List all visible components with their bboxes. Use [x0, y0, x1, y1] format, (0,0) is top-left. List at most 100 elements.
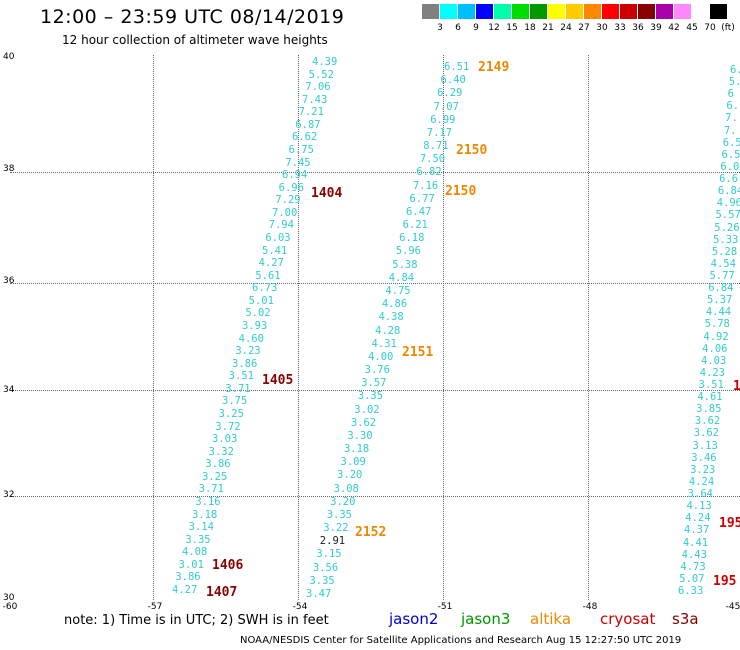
wave-height-value: 7.50 — [419, 153, 446, 166]
wave-height-value: 7.07 — [433, 100, 459, 113]
wave-height-value: 4.00 — [368, 350, 394, 363]
wave-height-value: 3.62 — [350, 416, 377, 429]
latitude-gridline — [10, 496, 740, 497]
pass-time-label: 195 — [713, 574, 737, 589]
legend-level-label: 30 — [596, 23, 608, 33]
wave-height-value: 6.84 — [717, 185, 740, 198]
wave-height-value: 3.32 — [208, 445, 234, 458]
wave-height-value: 3.35 — [326, 508, 352, 521]
wave-height-value: 4.41 — [682, 536, 709, 549]
wave-height-value: 6.96 — [278, 181, 304, 194]
wave-height-value: 7. — [725, 112, 738, 125]
wave-height-value: 7.45 — [285, 156, 311, 169]
wave-height-value: 6.82 — [416, 166, 442, 179]
wave-height-value: 4.24 — [688, 475, 715, 488]
wave-height-value: 5.28 — [711, 245, 738, 258]
wave-height-value: 4.24 — [685, 512, 711, 525]
wave-height-value: 2.91 — [319, 535, 346, 548]
wave-height-value: 4.73 — [680, 560, 706, 573]
wave-height-value: 7.21 — [298, 106, 324, 119]
wave-height-value: 3.15 — [316, 548, 342, 561]
latitude-label: 32 — [3, 490, 15, 500]
wave-height-value: 3.72 — [215, 420, 241, 433]
wave-height-value: 3.23 — [690, 463, 716, 476]
wave-height-value: 4.38 — [378, 311, 404, 324]
wave-height-value: 3.09 — [340, 456, 366, 469]
pass-time-label: 195 — [719, 516, 740, 531]
wave-height-value: 3.13 — [692, 439, 718, 452]
legend-level-label: 70 — [704, 23, 716, 33]
wave-height-value: 3.23 — [235, 345, 261, 358]
legend-swatch — [692, 4, 709, 19]
legend-swatch — [674, 4, 691, 19]
wave-height-value: 6.0 — [720, 160, 740, 173]
wave-height-value: 6.77 — [409, 192, 435, 205]
pass-time-label: 1405 — [262, 373, 294, 388]
legend-level-label: 18 — [524, 23, 536, 33]
wave-height-value: 6.33 — [678, 585, 704, 597]
wave-height-value: 3.35 — [185, 533, 211, 546]
pass-time-label: 2150 — [445, 184, 477, 199]
map-frame: 4.39 5.52 7.06 7.43 7.21 6.87 6.62 6.75 7.45 6.94… — [10, 55, 740, 600]
wave-height-value: 4.60 — [238, 332, 264, 345]
legend-level-label: 9 — [473, 23, 479, 33]
wave-height-value: 3.03 — [212, 433, 238, 446]
wave-height-value: 4.03 — [700, 354, 727, 367]
wave-height-value: 3.71 — [198, 483, 224, 496]
legend-level-label: 24 — [560, 23, 572, 33]
wave-height-value: 5.01 — [248, 294, 274, 307]
wave-height-value: 3.86 — [232, 357, 258, 370]
legend-level-label: 6 — [455, 23, 461, 33]
wave-height-value: 3.08 — [333, 482, 359, 495]
latitude-label: 38 — [3, 164, 15, 174]
pass-time-label: 2151 — [402, 345, 434, 360]
latitude-gridline — [10, 283, 740, 284]
wave-height-value: 4.31 — [371, 337, 397, 350]
wave-height-value: 3.57 — [361, 377, 387, 390]
legend-swatch — [458, 4, 475, 19]
wave-height-value: 5.07 — [679, 572, 705, 585]
wave-height-value: 3.46 — [691, 451, 717, 464]
wave-height-value: 5.96 — [395, 245, 421, 258]
pass-time-label: 1404 — [311, 186, 343, 201]
legend-swatch — [656, 4, 673, 19]
wave-height-value: 4.75 — [385, 284, 411, 297]
wave-height-value: 4.13 — [686, 500, 712, 513]
legend-swatch — [476, 4, 493, 19]
wave-height-value: 4.06 — [702, 342, 728, 355]
legend-level-label: (ft) — [721, 23, 735, 33]
legend-swatch — [512, 4, 529, 19]
latitude-label: 30 — [3, 593, 15, 603]
wave-height-value: 4.37 — [684, 524, 710, 537]
wave-height-value: 3.20 — [330, 495, 356, 508]
map-title: 12:00 – 23:59 UTC 08/14/2019 — [40, 6, 345, 28]
wave-height-value: 3.25 — [202, 470, 228, 483]
wave-height-value: 3.51 — [698, 379, 724, 392]
legend-swatch — [620, 4, 637, 19]
wave-height-value: 5.78 — [704, 318, 730, 331]
wave-height-value: 3.62 — [694, 415, 721, 428]
wave-height-value: 6.94 — [282, 169, 308, 182]
legend-swatch — [548, 4, 565, 19]
wave-height-value: 5.57 — [715, 209, 740, 222]
pass-time-label: 2152 — [355, 525, 387, 540]
longitude-gridline — [443, 55, 444, 600]
pass-time-label: 1 — [733, 379, 740, 394]
wave-height-value: 6.87 — [295, 118, 321, 131]
wave-height-value: 6.21 — [402, 219, 428, 232]
legend-level-label: 36 — [632, 23, 644, 33]
wave-height-value: 5. — [728, 76, 740, 89]
wave-height-value: 6.75 — [288, 144, 314, 156]
wave-height-value: 4.54 — [710, 257, 736, 270]
legend-swatch — [422, 4, 439, 19]
wave-height-value: 3.16 — [195, 496, 221, 508]
color-legend: 3 6 9 12 15 18 21 24 27 30 33 36 39 42 45 70 (ft) — [422, 4, 735, 34]
wave-height-value: 4.86 — [381, 298, 408, 311]
wave-height-value: 3.14 — [188, 521, 214, 534]
latitude-gridline — [10, 172, 740, 173]
longitude-label: -48 — [582, 602, 598, 612]
wave-height-value: 6 — [727, 88, 734, 101]
legend-swatch — [638, 4, 655, 19]
wave-height-value: 5.77 — [709, 269, 735, 282]
pass-time-label: 2149 — [478, 60, 510, 75]
